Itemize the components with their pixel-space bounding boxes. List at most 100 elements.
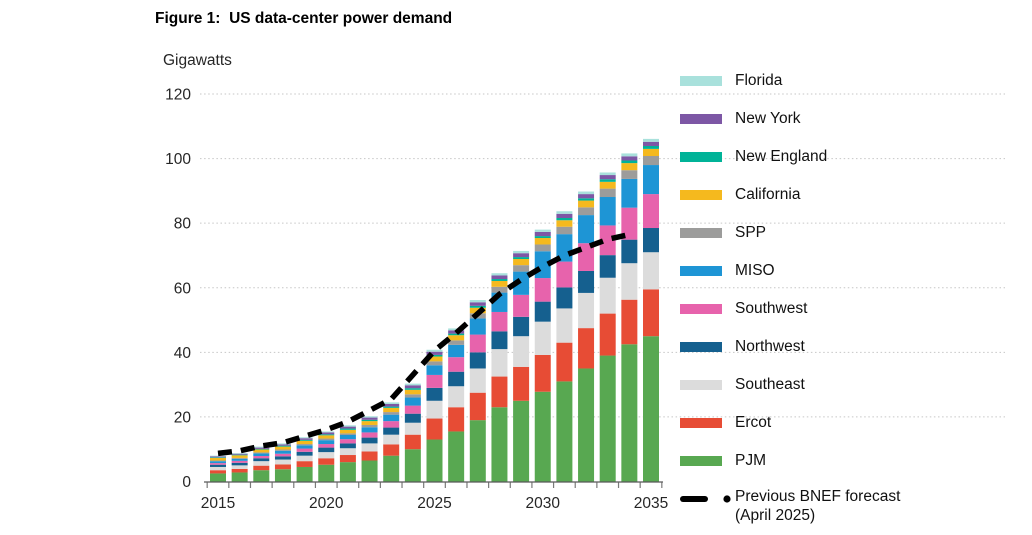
bar-segment: [599, 225, 616, 256]
bar-segment: [318, 431, 335, 433]
bar-segment: [318, 444, 335, 448]
legend-swatch: [680, 418, 722, 428]
bar-segment: [383, 434, 400, 445]
bar-segment: [361, 437, 378, 444]
bar-segment: [339, 443, 356, 449]
bar-segment: [599, 355, 616, 482]
bar-segment: [383, 421, 400, 428]
bar-segment: [426, 354, 443, 357]
bar-segment: [426, 387, 443, 401]
bar-segment: [578, 194, 595, 199]
bar-segment: [556, 308, 573, 343]
bar-segment: [231, 454, 248, 456]
bar-segment: [404, 383, 421, 386]
bar-segment: [448, 357, 465, 372]
bar-segment: [513, 259, 530, 266]
y-tick-label: 40: [174, 345, 192, 362]
bar-segment: [599, 255, 616, 278]
x-tick-label: 2015: [201, 495, 235, 512]
legend-item-spp: SPP: [680, 214, 1010, 252]
legend-item-new-york: New York: [680, 100, 1010, 138]
legend-label: Florida: [735, 72, 783, 89]
bar-segment: [643, 148, 659, 156]
bar-segment: [491, 273, 508, 276]
bar-segment: [426, 439, 443, 482]
bar-segment: [534, 278, 551, 302]
bar-segment: [339, 448, 356, 456]
dashed-line-icon: [680, 495, 731, 503]
bar-segment: [404, 385, 421, 389]
bar-segment: [469, 420, 486, 482]
bar-segment: [513, 253, 530, 258]
bar-segment: [383, 404, 400, 407]
legend-label: Northwest: [735, 338, 805, 355]
bar-segment: [426, 400, 443, 419]
bar-segment: [578, 191, 595, 195]
bar-segment: [339, 428, 356, 430]
bar-segment: [448, 333, 465, 336]
legend-label: New England: [735, 148, 828, 165]
y-tick-label: 60: [174, 280, 192, 297]
x-tick-label: 2035: [634, 495, 668, 512]
bar-segment: [231, 472, 248, 482]
forecast-line: [217, 231, 630, 457]
bar-segment: [404, 388, 421, 390]
bar-segment: [513, 257, 530, 260]
bar-segment: [231, 453, 248, 455]
bar-segment: [643, 145, 659, 149]
bar-segment: [534, 236, 551, 239]
bar-segment: [318, 438, 335, 441]
bar-segment: [513, 400, 530, 482]
bar-segment: [210, 457, 226, 461]
bar-segment: [318, 458, 335, 465]
legend-swatch: [680, 380, 722, 390]
bar-segment: [274, 469, 291, 482]
bar-segment: [339, 426, 356, 429]
bar-segment: [491, 286, 508, 293]
bar-segment: [361, 427, 378, 433]
bar-segment: [621, 263, 638, 300]
bar-segment: [339, 433, 356, 435]
bar-segment: [426, 365, 443, 375]
bar-segment: [210, 473, 226, 482]
bar-segment: [599, 179, 616, 182]
bar-segment: [513, 336, 530, 367]
bar-segment: [469, 302, 486, 306]
bar-segment: [361, 424, 378, 428]
bar-segment: [513, 294, 530, 317]
bar-segment: [231, 455, 248, 458]
bar-segment: [534, 229, 551, 232]
bar-segment: [210, 460, 226, 462]
bar-segment: [383, 406, 400, 408]
bar-segment: [491, 376, 508, 408]
bar-segment: [513, 265, 530, 272]
bar-segment: [621, 170, 638, 179]
bar-segment: [469, 318, 486, 335]
bar-segment: [578, 215, 595, 244]
bar-segment: [534, 321, 551, 355]
bar-segment: [534, 301, 551, 322]
bar-segment: [643, 141, 659, 146]
legend-item-northwest: Northwest: [680, 328, 1010, 366]
bar-segment: [621, 163, 638, 171]
bar-segment: [578, 368, 595, 482]
legend-item-ercot: Ercot: [680, 404, 1010, 442]
legend-label: Previous BNEF forecast (April 2025): [735, 488, 901, 524]
bar-segment: [556, 261, 573, 288]
bar-segment: [253, 447, 270, 449]
bar-segment: [404, 434, 421, 450]
legend-label: SPP: [735, 224, 767, 241]
bar-segment: [643, 289, 659, 337]
bar-segment: [621, 344, 638, 482]
legend-item-miso: MISO: [680, 252, 1010, 290]
y-tick-label: 0: [182, 474, 191, 491]
bar-segment: [448, 371, 465, 387]
bar-segment: [274, 446, 291, 450]
bar-segment: [318, 447, 335, 453]
bar-segment: [643, 156, 659, 166]
bar-segment: [253, 453, 270, 456]
bar-segment: [296, 448, 313, 452]
bar-segment: [621, 153, 638, 157]
bar-segment: [578, 207, 595, 216]
bar-segment: [556, 342, 573, 382]
